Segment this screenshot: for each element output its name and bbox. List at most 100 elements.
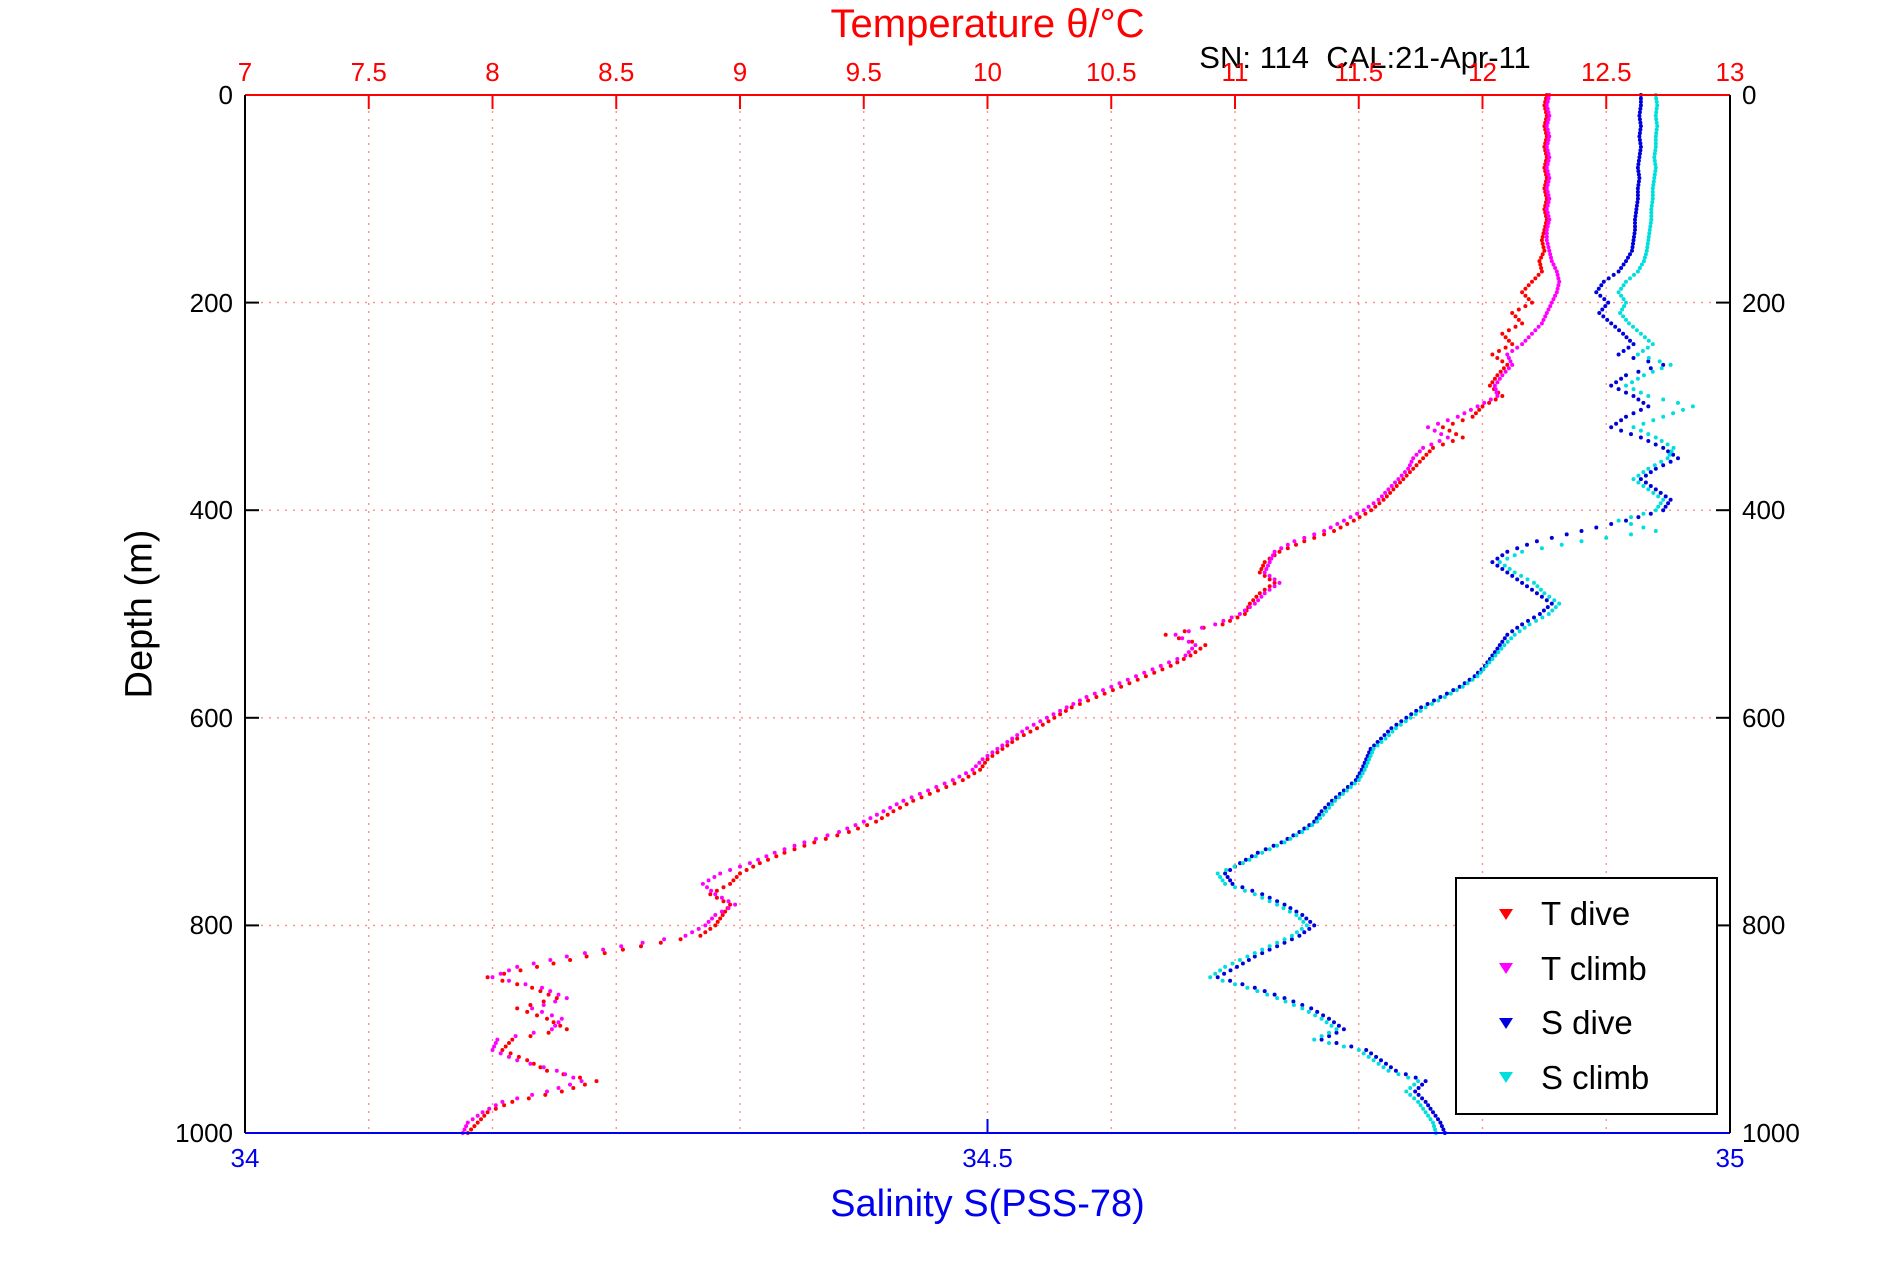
data-point xyxy=(1653,466,1658,471)
data-point xyxy=(1624,390,1628,395)
data-point xyxy=(1243,857,1248,862)
data-point xyxy=(1015,733,1020,738)
data-point xyxy=(726,899,731,904)
data-point xyxy=(1646,439,1651,443)
data-point xyxy=(1357,515,1362,520)
data-point xyxy=(728,868,733,872)
data-point xyxy=(1644,248,1649,253)
data-point xyxy=(1465,681,1470,686)
data-point xyxy=(1530,331,1534,336)
data-point xyxy=(1633,217,1637,222)
data-point xyxy=(1605,317,1610,322)
data-point xyxy=(1228,978,1233,983)
data-point xyxy=(503,1044,508,1049)
data-point xyxy=(1579,529,1584,533)
data-point xyxy=(1428,1106,1433,1111)
data-point xyxy=(1322,529,1327,533)
data-point xyxy=(1499,646,1504,651)
data-point xyxy=(1423,705,1428,710)
data-point xyxy=(1546,131,1551,136)
data-point xyxy=(1436,421,1440,426)
data-point xyxy=(723,909,728,914)
data-point xyxy=(911,798,916,803)
data-point xyxy=(1545,189,1550,194)
data-point xyxy=(1637,138,1642,142)
data-point xyxy=(1418,708,1423,713)
data-point xyxy=(1544,234,1549,239)
data-point xyxy=(1252,954,1257,959)
data-point xyxy=(1659,439,1664,443)
data-point xyxy=(1545,120,1550,125)
data-point xyxy=(1658,501,1663,506)
data-point xyxy=(1092,691,1097,696)
data-point xyxy=(1340,791,1345,796)
data-point xyxy=(1635,186,1640,191)
data-point xyxy=(556,1020,561,1025)
data-point xyxy=(1515,577,1520,582)
data-point xyxy=(1556,276,1561,281)
data-point xyxy=(475,1113,480,1118)
data-point xyxy=(1044,715,1049,720)
data-point xyxy=(703,930,708,935)
data-point xyxy=(1442,695,1447,699)
data-point xyxy=(1648,221,1653,225)
data-point xyxy=(1327,805,1332,810)
data-point xyxy=(1468,407,1473,412)
data-point xyxy=(1629,532,1633,537)
data-point xyxy=(1348,785,1353,789)
data-point xyxy=(1631,387,1636,392)
data-point xyxy=(545,1068,549,1073)
data-point xyxy=(1636,183,1641,187)
data-point xyxy=(1546,117,1551,122)
data-point xyxy=(1634,207,1639,212)
data-point xyxy=(1621,314,1626,319)
data-point xyxy=(500,1099,505,1104)
data-point xyxy=(1221,618,1226,623)
data-point xyxy=(1272,992,1277,997)
data-point xyxy=(1327,1030,1331,1035)
data-point xyxy=(1624,300,1628,305)
data-point xyxy=(700,881,705,886)
series-t-climb xyxy=(460,93,1562,1135)
data-point xyxy=(1391,487,1396,492)
data-point xyxy=(1444,691,1449,696)
data-point xyxy=(1359,767,1364,772)
data-point xyxy=(1638,103,1643,108)
data-point xyxy=(1517,629,1522,634)
data-point xyxy=(1633,221,1637,225)
data-point xyxy=(1635,200,1640,205)
data-point xyxy=(528,1003,533,1007)
data-point xyxy=(1265,992,1270,997)
data-point xyxy=(977,760,982,765)
data-point xyxy=(1502,636,1507,641)
data-point xyxy=(1663,494,1668,499)
data-point xyxy=(718,916,723,921)
data-point xyxy=(1530,279,1534,284)
data-point xyxy=(1477,407,1482,412)
data-point xyxy=(1609,522,1614,526)
data-point xyxy=(1638,106,1643,111)
data-point xyxy=(960,778,965,783)
data-point xyxy=(541,999,546,1004)
data-point xyxy=(1619,266,1624,270)
data-point xyxy=(1193,650,1198,655)
data-point xyxy=(1548,252,1553,257)
data-point xyxy=(1661,362,1666,367)
data-point xyxy=(1266,563,1270,568)
data-point xyxy=(756,857,761,862)
legend-item-s-dive: S dive xyxy=(1457,1004,1716,1042)
data-point xyxy=(1010,740,1015,744)
data-point xyxy=(1368,746,1373,751)
data-point xyxy=(1546,110,1551,115)
data-point xyxy=(1641,525,1646,530)
data-point xyxy=(714,895,719,900)
data-point xyxy=(1631,477,1636,482)
data-point xyxy=(1341,518,1346,523)
data-point xyxy=(1639,262,1644,267)
data-point xyxy=(1654,117,1659,122)
data-point xyxy=(1496,650,1501,655)
data-point xyxy=(1649,207,1654,212)
data-point xyxy=(1633,214,1638,219)
data-point xyxy=(874,819,879,824)
data-point xyxy=(1492,376,1497,381)
